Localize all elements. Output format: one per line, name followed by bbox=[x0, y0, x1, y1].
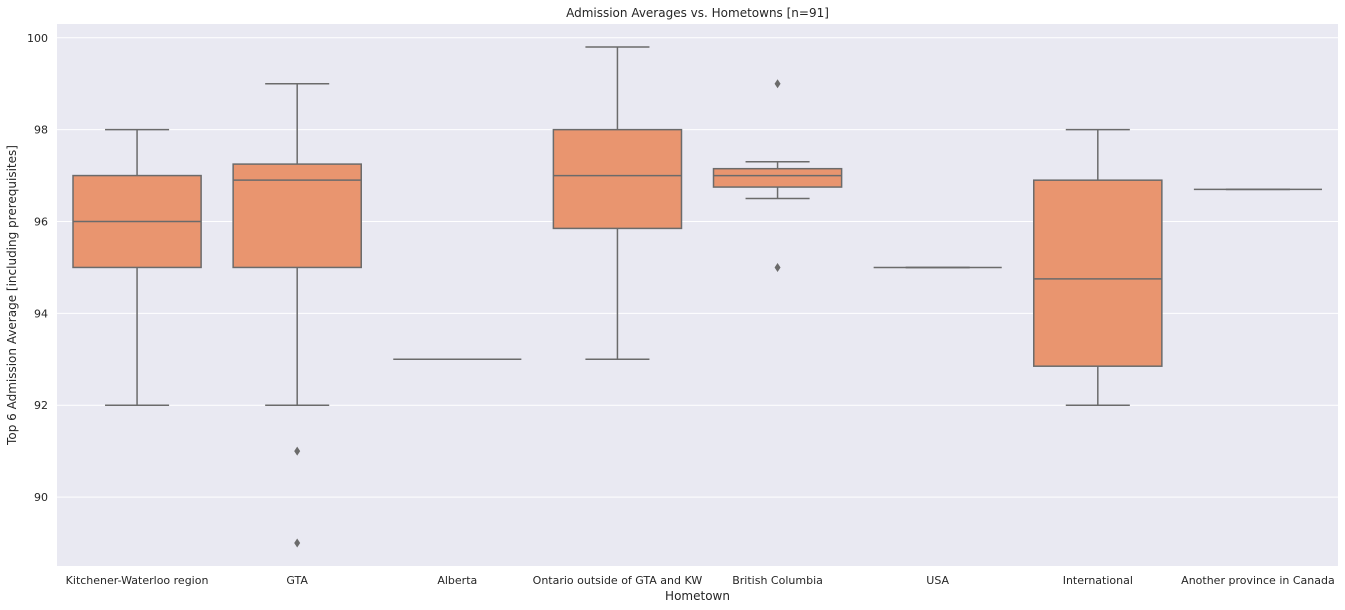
x-tick-label: Alberta bbox=[437, 574, 477, 587]
outlier-point bbox=[294, 446, 301, 456]
boxes bbox=[72, 46, 1322, 548]
x-tick-label: USA bbox=[926, 574, 949, 587]
y-tick-label: 94 bbox=[34, 307, 48, 320]
x-tick-label: Another province in Canada bbox=[1181, 574, 1335, 587]
y-axis-ticks: 90 92 94 96 98 100 bbox=[27, 32, 48, 504]
box-group bbox=[72, 128, 202, 406]
y-tick-label: 98 bbox=[34, 124, 48, 137]
y-axis-label: Top 6 Admission Average [including prere… bbox=[5, 145, 19, 446]
box-group bbox=[712, 79, 843, 272]
outlier-point bbox=[774, 79, 781, 89]
y-tick-label: 92 bbox=[34, 399, 48, 412]
box bbox=[712, 167, 843, 188]
box bbox=[1033, 179, 1163, 367]
box-group bbox=[552, 46, 683, 361]
box bbox=[232, 163, 362, 269]
x-tick-label: British Columbia bbox=[732, 574, 823, 587]
x-tick-label: GTA bbox=[286, 574, 308, 587]
x-axis-ticks: Kitchener-Waterloo region GTA Alberta Ontar… bbox=[66, 574, 1335, 587]
box bbox=[552, 128, 683, 230]
chart-title: Admission Averages vs. Hometowns [n=91] bbox=[566, 6, 829, 20]
x-tick-label: Ontario outside of GTA and KW bbox=[533, 574, 703, 587]
outlier-point bbox=[294, 538, 301, 548]
y-tick-label: 90 bbox=[34, 491, 48, 504]
x-axis-label: Hometown bbox=[665, 589, 730, 603]
x-tick-label: Kitchener-Waterloo region bbox=[66, 574, 209, 587]
outlier-point bbox=[774, 262, 781, 272]
box-group bbox=[232, 82, 362, 548]
x-tick-label: International bbox=[1063, 574, 1133, 587]
y-tick-label: 100 bbox=[27, 32, 48, 45]
box-group bbox=[1033, 128, 1163, 406]
y-tick-label: 96 bbox=[34, 216, 48, 229]
